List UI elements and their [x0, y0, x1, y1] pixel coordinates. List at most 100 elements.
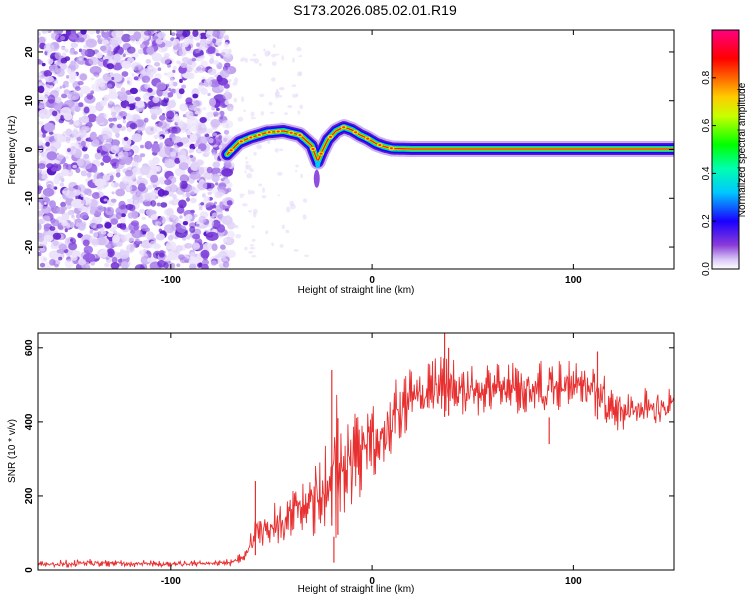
noise-blob	[70, 238, 73, 242]
noise-blob	[196, 64, 205, 73]
noise-blob	[70, 255, 78, 261]
noise-blob	[223, 129, 230, 135]
noise-blob	[189, 252, 195, 257]
noise-blob	[60, 57, 68, 64]
noise-blob	[200, 55, 205, 59]
noise-blob	[215, 182, 219, 186]
noise-blob	[75, 167, 81, 174]
noise-blob	[223, 237, 228, 243]
noise-blob	[164, 137, 175, 147]
noise-blob	[134, 264, 145, 269]
noise-blob	[194, 189, 199, 194]
noise-blob	[76, 158, 85, 167]
ridge-knot	[342, 126, 346, 129]
noise-blob	[271, 242, 274, 247]
noise-blob	[99, 249, 108, 258]
noise-blob	[175, 113, 178, 117]
colorbar-tick-label: 0.4	[701, 166, 712, 180]
noise-blob	[38, 58, 42, 65]
noise-blob	[75, 213, 82, 219]
noise-blob	[110, 198, 117, 203]
colorbar: 0.0 0.2 0.4 0.6 0.8 Normalized spectral ampl…	[701, 29, 748, 276]
noise-blob	[289, 200, 295, 206]
noise-blob	[277, 94, 283, 98]
noise-blob	[55, 61, 61, 66]
noise-blob	[91, 238, 99, 245]
noise-blob	[54, 96, 62, 104]
colorbar-gradient	[711, 29, 740, 270]
chart-title: S173.2026.085.02.01.R19	[293, 2, 457, 18]
noise-blob	[200, 249, 210, 259]
noise-blob	[285, 229, 290, 234]
noise-blob	[143, 117, 149, 123]
noise-blob	[228, 78, 232, 82]
noise-blob	[98, 207, 103, 211]
noise-blob	[126, 114, 134, 121]
noise-blob	[163, 72, 168, 76]
noise-blob	[243, 109, 247, 112]
noise-blob	[38, 104, 45, 110]
noise-blob	[201, 124, 207, 129]
noise-blob	[123, 136, 129, 141]
noise-blob	[209, 215, 215, 222]
noise-blob	[281, 55, 284, 61]
noise-blob	[50, 184, 55, 190]
noise-blob	[49, 226, 56, 231]
noise-blob	[104, 222, 112, 229]
noise-blob	[179, 215, 183, 219]
noise-blob	[186, 234, 191, 240]
noise-blob	[106, 83, 113, 88]
noise-blob	[197, 181, 208, 191]
noise-blob	[122, 119, 127, 124]
noise-blob	[172, 198, 180, 205]
noise-blob	[187, 125, 192, 130]
noise-blob	[103, 113, 108, 118]
noise-blob	[159, 142, 164, 148]
noise-blob	[59, 85, 63, 89]
noise-blob	[189, 256, 194, 260]
noise-blob	[115, 132, 120, 139]
noise-blob	[155, 81, 167, 91]
noise-blob	[83, 153, 90, 159]
noise-blob	[139, 192, 151, 202]
ridge-knot	[366, 137, 370, 140]
noise-blob	[244, 170, 247, 174]
noise-blob	[180, 62, 188, 69]
x-tick-label: -100	[161, 576, 181, 587]
noise-blob	[63, 80, 70, 86]
noise-blob	[222, 261, 230, 268]
noise-blob	[72, 164, 77, 169]
noise-blob	[117, 258, 122, 263]
noise-blob	[150, 200, 157, 207]
noise-blob	[206, 128, 214, 134]
noise-blob	[96, 52, 103, 59]
noise-blob	[128, 103, 136, 111]
noise-blob	[146, 46, 155, 55]
noise-blob	[80, 170, 87, 177]
ridge-knot	[311, 148, 315, 150]
noise-blob	[145, 234, 149, 238]
noise-blob	[196, 166, 205, 176]
noise-blob	[69, 33, 78, 40]
noise-blob	[65, 128, 73, 136]
noise-blob	[211, 106, 216, 111]
noise-blob	[192, 242, 201, 250]
noise-blob	[77, 102, 84, 108]
noise-blob	[189, 263, 197, 269]
noise-blob	[110, 145, 120, 154]
noise-blob	[38, 232, 45, 242]
noise-blob	[62, 52, 67, 57]
noise-blob	[175, 245, 183, 252]
ridge-dip	[313, 169, 320, 188]
noise-blob	[110, 262, 120, 269]
noise-blob	[158, 46, 167, 53]
noise-blob	[67, 148, 71, 153]
noise-blob	[176, 30, 184, 35]
noise-blob	[55, 160, 61, 165]
colorbar-tick-label: 0.0	[701, 262, 712, 276]
noise-blob	[232, 224, 237, 228]
noise-blob	[239, 195, 244, 198]
noise-blob	[217, 224, 226, 233]
noise-blob	[206, 39, 211, 44]
noise-blob	[107, 232, 114, 238]
